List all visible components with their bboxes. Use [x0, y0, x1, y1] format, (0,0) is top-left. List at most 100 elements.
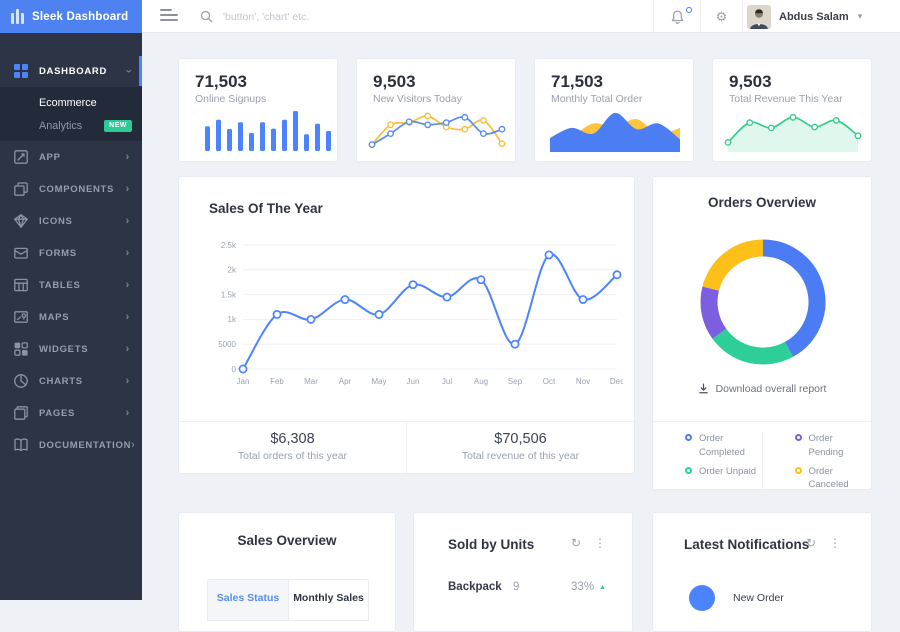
search-bar	[200, 0, 503, 33]
svg-text:2.5k: 2.5k	[221, 241, 237, 250]
user-name: Abdus Salam	[779, 10, 849, 23]
bell-icon	[671, 9, 683, 24]
svg-text:1.5k: 1.5k	[221, 290, 237, 299]
download-report-link[interactable]: Download overall report	[653, 383, 871, 395]
svg-text:Apr: Apr	[339, 377, 352, 386]
new-badge: NEW	[104, 119, 132, 132]
notification-dot	[686, 7, 692, 13]
stat-card-online-signups: 71,503 Online Signups	[178, 58, 338, 162]
new-visitors-line-chart	[368, 112, 506, 148]
chevron-right-icon: ›	[125, 374, 130, 387]
subitem-label: Analytics	[39, 119, 83, 132]
settings-button[interactable]: ⚙	[701, 0, 742, 33]
legend-item-canceled: Order Canceled	[794, 465, 872, 493]
kebab-menu-icon[interactable]: ⋮	[829, 536, 841, 550]
total-revenue-value: $70,506	[494, 431, 547, 447]
sidebar-item-label: DASHBOARD	[39, 65, 108, 77]
sidebar-item-dashboard[interactable]: DASHBOARD ›	[0, 55, 142, 87]
logo-icon	[11, 9, 24, 24]
table-icon	[14, 278, 28, 292]
notifications-button[interactable]	[654, 0, 700, 33]
chevron-right-icon: ›	[125, 214, 130, 227]
sidebar-item-label: MAPS	[39, 311, 70, 323]
sidebar-item-components[interactable]: COMPONENTS ›	[0, 173, 142, 205]
sidebar-item-charts[interactable]: CHARTS ›	[0, 365, 142, 397]
download-icon	[698, 383, 708, 394]
latest-notifications-card: Latest Notifications ↻ ⋮ New Order	[652, 512, 872, 632]
refresh-icon[interactable]: ↻	[805, 536, 816, 550]
sidebar-item-forms[interactable]: FORMS ›	[0, 237, 142, 269]
chevron-right-icon: ›	[125, 150, 130, 163]
legend-marker	[685, 434, 692, 441]
user-menu[interactable]: Abdus Salam ▾	[747, 0, 862, 33]
total-revenue-label: Total revenue of this year	[461, 450, 580, 462]
sidebar-item-tables[interactable]: TABLES ›	[0, 269, 142, 301]
list-item[interactable]: New Order	[689, 585, 784, 611]
sidebar-item-widgets[interactable]: WIDGETS ›	[0, 333, 142, 365]
card-title: Sold by Units	[448, 537, 535, 552]
svg-text:Aug: Aug	[474, 377, 488, 386]
divider	[653, 0, 654, 32]
tab-sales-status[interactable]: Sales Status	[208, 580, 288, 620]
diamond-icon	[14, 214, 28, 228]
orders-legend: Order Completed Order Unpaid Order Pendi…	[653, 421, 871, 490]
sidebar-item-pages[interactable]: PAGES ›	[0, 397, 142, 429]
chevron-right-icon: ›	[125, 342, 130, 355]
card-title: Orders Overview	[707, 195, 817, 210]
refresh-icon[interactable]: ↻	[570, 536, 581, 550]
svg-text:Dec: Dec	[610, 377, 623, 386]
components-icon	[14, 182, 28, 196]
unit-qty: 9	[513, 581, 520, 593]
sidebar-subitem-ecommerce[interactable]: Ecommerce	[0, 91, 142, 114]
orders-donut-chart	[700, 239, 826, 365]
total-orders-value: $6,308	[270, 431, 315, 447]
pages-icon	[14, 406, 28, 420]
menu-toggle-button[interactable]	[160, 9, 178, 23]
tab-monthly-sales[interactable]: Monthly Sales	[288, 580, 368, 620]
sidebar-subitem-analytics[interactable]: Analytics NEW	[0, 114, 142, 137]
dashboard-submenu: Ecommerce Analytics NEW	[0, 87, 142, 141]
chevron-down-icon: ▾	[857, 11, 863, 21]
sidebar-item-app[interactable]: APP ›	[0, 141, 142, 173]
total-orders-label: Total orders of this year	[237, 450, 348, 462]
sidebar-item-documentation[interactable]: DOCUMENTATION ›	[0, 429, 142, 461]
logo[interactable]: Sleek Dashboard	[0, 0, 142, 33]
sales-of-the-year-card: Sales Of The Year 0 5000 1k 1.5k 2k 2.5k Jan Fe…	[178, 176, 635, 474]
chevron-right-icon: ›	[131, 438, 136, 451]
avatar	[747, 4, 771, 29]
legend-label: Order Completed	[699, 433, 745, 458]
pie-chart-icon	[14, 374, 28, 388]
stat-value: 71,503	[195, 72, 247, 91]
unit-percent: 33%	[571, 581, 595, 593]
sidebar-item-icons[interactable]: ICONS ›	[0, 205, 142, 237]
chevron-right-icon: ›	[125, 310, 130, 323]
kebab-menu-icon[interactable]: ⋮	[594, 536, 606, 550]
unit-name: Backpack	[448, 581, 502, 593]
sidebar-item-label: ICONS	[39, 215, 73, 227]
main-content: 71,503 Online Signups 9,503 New Visitors…	[142, 33, 900, 632]
svg-text:Sep: Sep	[508, 377, 523, 386]
legend-label: Order Canceled	[808, 465, 849, 491]
stat-card-new-visitors: 9,503 New Visitors Today	[356, 58, 516, 162]
revenue-line-chart	[724, 113, 862, 152]
search-input[interactable]	[223, 10, 503, 23]
card-title: Latest Notifications	[684, 537, 810, 552]
sidebar-item-label: APP	[39, 151, 61, 163]
card-actions: ↻ ⋮	[806, 537, 841, 549]
chevron-right-icon: ›	[125, 406, 130, 419]
table-row[interactable]: Backpack 9 33% ▲	[414, 581, 632, 593]
gear-icon: ⚙	[715, 8, 728, 24]
stat-value: 9,503	[373, 72, 416, 91]
search-icon	[200, 10, 213, 23]
sidebar-item-maps[interactable]: MAPS ›	[0, 301, 142, 333]
svg-text:5000: 5000	[218, 340, 236, 349]
topbar: ⚙ Abdus Salam ▾	[142, 0, 900, 33]
orders-overview-card: Orders Overview Download overall report …	[652, 176, 872, 490]
chevron-right-icon: ›	[125, 246, 130, 259]
sidebar-item-label: DOCUMENTATION	[39, 439, 132, 451]
svg-text:Jan: Jan	[237, 377, 250, 386]
download-label: Download overall report	[715, 383, 827, 395]
card-title: Sales Overview	[237, 533, 337, 548]
dashboard-icon	[14, 64, 28, 78]
total-orders-cell: $6,308 Total orders of this year	[179, 422, 406, 473]
